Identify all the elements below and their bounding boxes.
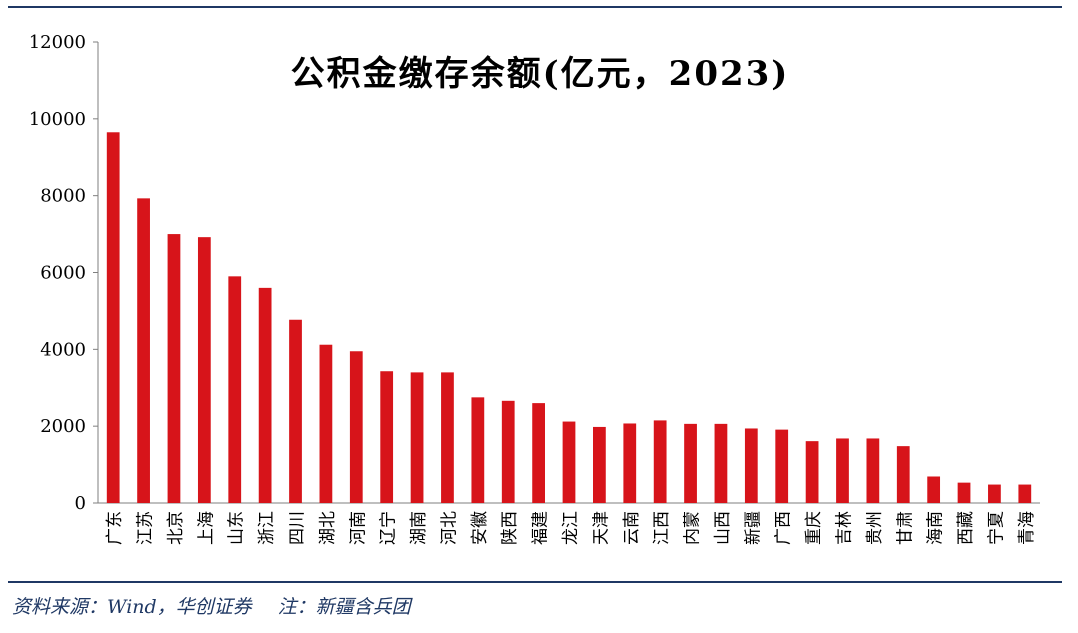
bar bbox=[744, 428, 758, 503]
bar bbox=[593, 426, 606, 503]
x-tick-label: 安徽 bbox=[470, 511, 490, 545]
bar bbox=[927, 476, 941, 503]
x-tick-label: 辽宁 bbox=[379, 511, 399, 545]
bar bbox=[441, 372, 454, 503]
bar bbox=[653, 420, 667, 503]
bar bbox=[106, 132, 120, 503]
bar-chart: 0 2000 4000 6000 8000 10000 12000 广东 江苏 北京 上海 山东 浙江… bbox=[29, 32, 1040, 545]
bar bbox=[896, 446, 910, 503]
x-tick-label: 内蒙 bbox=[683, 511, 703, 545]
chart-title: 公积金缴存余额(亿元，2023) bbox=[290, 54, 790, 94]
bar bbox=[866, 438, 880, 503]
source-note: 资料来源：Wind，华创证券 注：新疆含兵团 bbox=[12, 592, 411, 619]
x-tick-label: 甘肃 bbox=[895, 511, 915, 545]
x-tick-label: 河南 bbox=[348, 511, 368, 545]
x-tick-label: 浙江 bbox=[257, 511, 277, 545]
bar bbox=[380, 371, 394, 503]
x-tick-label: 云南 bbox=[622, 511, 642, 545]
x-tick-label: 贵州 bbox=[865, 511, 885, 545]
x-tick-label: 天津 bbox=[591, 511, 611, 545]
bar bbox=[258, 287, 272, 503]
x-tick-label: 青海 bbox=[1017, 511, 1037, 545]
y-tick-label: 2000 bbox=[40, 416, 86, 437]
x-tick-label: 海南 bbox=[926, 511, 946, 545]
top-divider bbox=[8, 6, 1062, 8]
x-tick-label: 福建 bbox=[531, 511, 551, 545]
bar bbox=[562, 421, 576, 503]
bar bbox=[836, 438, 849, 503]
x-tick-label: 湖南 bbox=[409, 511, 429, 545]
y-axis: 0 2000 4000 6000 8000 10000 12000 bbox=[29, 32, 99, 514]
bar bbox=[1018, 484, 1032, 503]
bar bbox=[319, 344, 333, 503]
y-tick-label: 6000 bbox=[40, 263, 86, 284]
x-tick-label: 江西 bbox=[652, 511, 672, 545]
x-tick-labels: 广东 江苏 北京 上海 山东 浙江 四川 湖北 河南 辽宁 湖南 河北 安徽 陕西 福建 龙江 天津 云南 江西 内蒙… bbox=[105, 511, 1037, 545]
x-tick-label: 吉林 bbox=[834, 511, 854, 545]
y-tick-label: 0 bbox=[75, 493, 86, 514]
x-tick-label: 宁夏 bbox=[986, 511, 1006, 545]
x-tick-label: 广西 bbox=[774, 511, 794, 545]
bar bbox=[805, 441, 819, 503]
x-tick-label: 西藏 bbox=[956, 511, 976, 545]
bars-group bbox=[106, 132, 1032, 504]
note-text: 注：新疆含兵团 bbox=[277, 596, 411, 618]
x-tick-label: 江苏 bbox=[136, 511, 156, 545]
x-tick-label: 湖北 bbox=[318, 511, 338, 545]
x-tick-label: 四川 bbox=[288, 511, 308, 545]
x-tick-label: 河北 bbox=[439, 511, 459, 545]
bar bbox=[988, 484, 1001, 503]
bar bbox=[775, 429, 789, 503]
bar bbox=[167, 234, 181, 504]
bar bbox=[471, 397, 485, 503]
x-tick-label: 山东 bbox=[227, 511, 247, 545]
bar bbox=[289, 319, 302, 503]
x-tick-label: 重庆 bbox=[804, 511, 824, 545]
y-tick-label: 8000 bbox=[40, 186, 86, 207]
bar bbox=[137, 198, 150, 503]
x-tick-label: 龙江 bbox=[561, 511, 581, 545]
y-tick-label: 12000 bbox=[29, 32, 86, 53]
source-text: 资料来源：Wind，华创证券 bbox=[12, 596, 252, 618]
bar bbox=[623, 423, 637, 503]
x-tick-label: 北京 bbox=[166, 511, 186, 545]
bar bbox=[349, 351, 363, 503]
y-tick-label: 4000 bbox=[40, 339, 86, 360]
x-tick-label: 陕西 bbox=[500, 511, 520, 545]
bar bbox=[410, 372, 424, 503]
bar bbox=[197, 237, 211, 503]
x-tick-label: 上海 bbox=[196, 511, 216, 545]
x-tick-label: 山西 bbox=[713, 511, 733, 545]
y-tick-label: 10000 bbox=[29, 109, 86, 130]
bar bbox=[714, 423, 728, 503]
bar bbox=[684, 423, 697, 503]
x-tick-label: 新疆 bbox=[743, 511, 763, 545]
bar bbox=[501, 400, 515, 503]
bar bbox=[532, 403, 545, 503]
bar bbox=[957, 482, 971, 503]
bar bbox=[228, 276, 242, 503]
x-tick-label: 广东 bbox=[105, 511, 125, 545]
bottom-divider bbox=[8, 581, 1062, 583]
